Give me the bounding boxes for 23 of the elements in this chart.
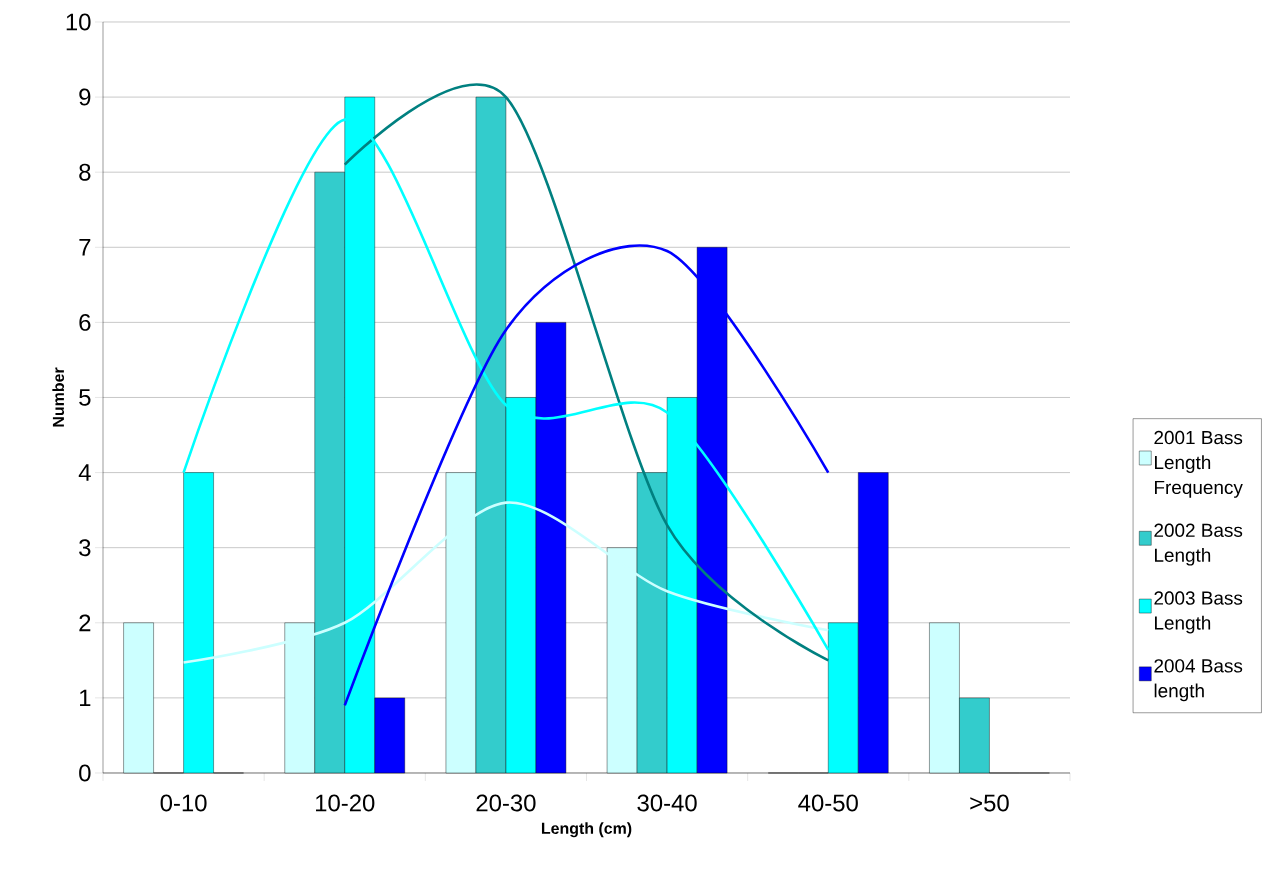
x-tick-label: 30-40 bbox=[637, 794, 697, 812]
y-tick-label: 4 bbox=[78, 464, 91, 481]
y-tick-label: 3 bbox=[79, 539, 91, 557]
y-tick-label: 5 bbox=[79, 389, 91, 406]
y-tick-label: 7 bbox=[79, 239, 91, 256]
x-axis-title: Length (cm) bbox=[541, 822, 632, 838]
legend-label: 2001 Bass Length Frequency bbox=[1154, 430, 1243, 498]
y-tick-label: 2 bbox=[79, 614, 91, 632]
y-tick-label: 6 bbox=[79, 313, 91, 331]
y-tick-label: 0 bbox=[79, 764, 91, 782]
legend-label: 2004 Bass length bbox=[1154, 659, 1243, 702]
y-tick-label: 1 bbox=[80, 689, 91, 707]
x-tick-label: 0-10 bbox=[160, 794, 207, 812]
x-tick-label: 40-50 bbox=[798, 794, 858, 812]
y-axis-title: Number bbox=[52, 367, 65, 427]
y-tick-label: 10 bbox=[66, 13, 91, 31]
x-tick-label: 20-30 bbox=[476, 794, 536, 812]
y-tick-label: 8 bbox=[79, 163, 91, 181]
legend-label: 2003 Bass Length bbox=[1154, 591, 1243, 634]
x-tick-label: 10-20 bbox=[316, 794, 375, 812]
legend-label: 2002 Bass Length bbox=[1154, 523, 1243, 566]
y-tick-label: 9 bbox=[79, 88, 91, 106]
x-tick-label: >50 bbox=[970, 794, 1009, 812]
